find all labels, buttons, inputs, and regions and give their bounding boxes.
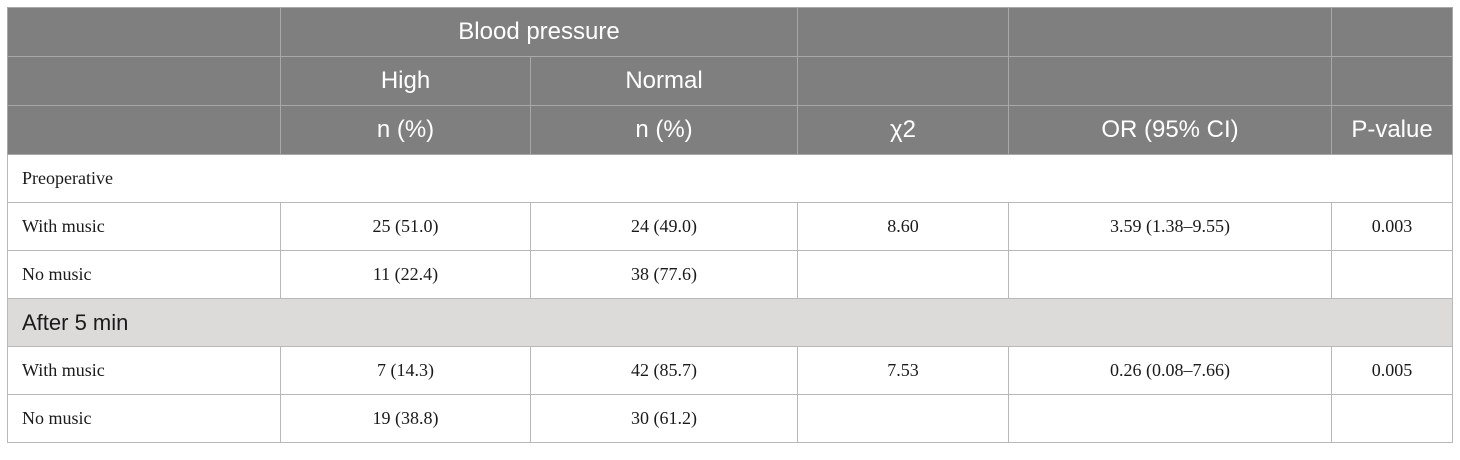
header-empty-cell	[1008, 56, 1332, 106]
header-pvalue: P-value	[1331, 105, 1453, 155]
cell-normal: 24 (49.0)	[530, 202, 798, 251]
cell-normal: 30 (61.2)	[530, 394, 798, 443]
row-label: With music	[7, 202, 281, 251]
table-row: No music 19 (38.8) 30 (61.2)	[7, 394, 1453, 443]
cell-chi2	[797, 394, 1009, 443]
header-chi2: χ2	[797, 105, 1009, 155]
header-normal: Normal	[530, 56, 798, 106]
header-empty-cell	[797, 56, 1009, 106]
cell-or	[1008, 250, 1332, 299]
row-label: No music	[7, 250, 281, 299]
row-label: With music	[7, 346, 281, 395]
cell-chi2: 8.60	[797, 202, 1009, 251]
cell-normal: 42 (85.7)	[530, 346, 798, 395]
table-row: No music 11 (22.4) 38 (77.6)	[7, 250, 1453, 299]
blood-pressure-table: Blood pressure High Normal n (%) n (%) χ…	[7, 7, 1453, 443]
cell-high: 11 (22.4)	[280, 250, 531, 299]
header-or: OR (95% CI)	[1008, 105, 1332, 155]
cell-normal: 38 (77.6)	[530, 250, 798, 299]
section-row-after-5-min: After 5 min	[7, 298, 1453, 347]
table-header: Blood pressure High Normal n (%) n (%) χ…	[7, 7, 1453, 155]
header-normal-unit: n (%)	[530, 105, 798, 155]
table-row: With music 7 (14.3) 42 (85.7) 7.53 0.26 …	[7, 346, 1453, 395]
section-title: After 5 min	[7, 298, 1453, 347]
header-high: High	[280, 56, 531, 106]
cell-high: 25 (51.0)	[280, 202, 531, 251]
section-title: Preoperative	[7, 154, 1453, 203]
table-row: With music 25 (51.0) 24 (49.0) 8.60 3.59…	[7, 202, 1453, 251]
header-empty-cell	[1008, 7, 1332, 57]
header-empty-cell	[7, 105, 281, 155]
cell-pvalue	[1331, 394, 1453, 443]
header-empty-cell	[1331, 56, 1453, 106]
cell-chi2: 7.53	[797, 346, 1009, 395]
cell-chi2	[797, 250, 1009, 299]
section-row-preoperative: Preoperative	[7, 154, 1453, 203]
cell-pvalue	[1331, 250, 1453, 299]
header-high-unit: n (%)	[280, 105, 531, 155]
cell-or: 3.59 (1.38–9.55)	[1008, 202, 1332, 251]
header-empty-cell	[7, 56, 281, 106]
row-label: No music	[7, 394, 281, 443]
header-blood-pressure: Blood pressure	[280, 7, 798, 57]
cell-or: 0.26 (0.08–7.66)	[1008, 346, 1332, 395]
header-row-1: Blood pressure	[7, 7, 1453, 57]
header-row-2: High Normal	[7, 56, 1453, 106]
cell-pvalue: 0.005	[1331, 346, 1453, 395]
cell-high: 7 (14.3)	[280, 346, 531, 395]
cell-or	[1008, 394, 1332, 443]
header-row-3: n (%) n (%) χ2 OR (95% CI) P-value	[7, 105, 1453, 155]
cell-pvalue: 0.003	[1331, 202, 1453, 251]
header-empty-cell	[7, 7, 281, 57]
cell-high: 19 (38.8)	[280, 394, 531, 443]
header-empty-cell	[1331, 7, 1453, 57]
header-empty-cell	[797, 7, 1009, 57]
table-body: Preoperative With music 25 (51.0) 24 (49…	[7, 154, 1453, 443]
